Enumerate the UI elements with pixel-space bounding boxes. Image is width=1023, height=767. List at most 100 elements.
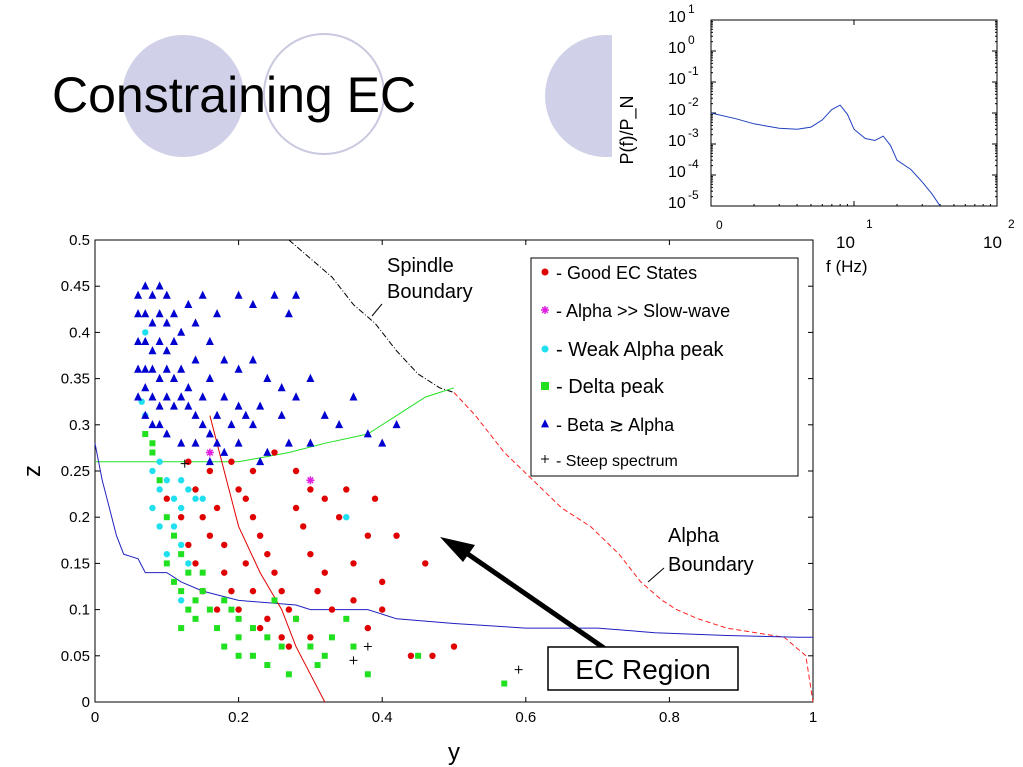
point-triangle [191,438,200,447]
point-triangle [162,318,171,327]
point-triangle [155,373,164,382]
inset-x-tick-exponent: 0 [716,218,723,232]
y-tick-label: 0.45 [61,278,90,295]
alpha-label-word2: Boundary [668,554,754,576]
legend-marker-triangle [541,419,549,428]
point-triangle [248,420,257,429]
y-tick-label: 0.05 [61,648,90,665]
legend-entry-label: - Delta peak [556,376,665,398]
point-triangle [284,438,293,447]
inset-y-tick-exponent: -5 [688,188,699,202]
point-triangle [155,281,164,290]
point-triangle [162,290,171,299]
point-circle [206,467,214,475]
ec-region-arrow [440,537,606,651]
point-square [228,606,235,613]
legend-marker-circle [541,268,549,276]
point-triangle [141,309,150,318]
point-triangle [148,420,157,429]
point-triangle [220,392,229,401]
point-circle [264,550,271,558]
point-circle [422,560,429,567]
legend-box [530,257,799,477]
point-triangle [162,429,171,438]
point-triangle [256,401,265,410]
point-circle [213,606,221,613]
point-square [185,569,192,576]
point-triangle [141,336,150,345]
point-triangle [263,447,272,456]
point-triangle [248,355,257,364]
point-circle [163,495,170,502]
inset-y-tick-exponent: -2 [688,95,699,109]
point-circle [407,652,415,659]
legend-marker-square [541,382,549,390]
point-circle [307,634,314,641]
x-axis-label: y [448,739,460,766]
y-tick-label: 0.35 [61,371,90,388]
point-circle [343,486,350,493]
inset-y-tick-label: 10 [668,71,686,88]
point-triangle [141,383,150,392]
boundary-spindle [288,239,455,393]
point-circle [393,532,400,539]
point-square [307,643,314,650]
point-triangle [141,410,150,419]
point-circle [300,523,307,530]
point-square [278,643,285,650]
point-square [328,634,335,641]
point-circle [213,504,221,512]
point-circle [271,449,278,456]
point-triangle [169,373,178,382]
inset-y-tick-exponent: -3 [688,126,699,140]
point-circle [163,477,170,484]
point-square [170,578,177,585]
point-triangle [335,420,344,429]
x-tick-label: 0 [91,709,99,726]
point-triangle [378,438,387,447]
point-circle [177,514,185,521]
point-triangle [148,364,157,373]
decor-circle-filled [122,35,244,157]
point-square [192,615,199,622]
point-plus [514,665,523,674]
point-triangle [198,392,207,401]
point-circle [343,514,350,521]
point-square [163,514,170,521]
ec-region-label: EC Region [575,654,710,685]
inset-x-tick-label: 10 [983,233,1002,252]
point-square [264,634,271,641]
point-square [501,680,508,687]
point-triangle [191,355,200,364]
alpha-boundary-label: Alpha Boundary [668,525,754,576]
legend-marker-circle [541,345,549,353]
point-triangle [277,410,286,419]
point-square [149,440,156,447]
point-circle [185,541,192,549]
point-square [415,652,422,659]
point-triangle [227,420,236,429]
axis-ticks: 0 0.2 0.4 0.6 0.8 1 0 0.05 0.1 0.15 0.2 0.25 0.3 0.35… [61,232,817,726]
point-triangle [184,383,193,392]
point-circle [364,532,372,539]
point-circle [149,504,156,512]
point-circle [249,587,257,595]
point-square [285,671,292,678]
point-triangle [234,290,243,299]
spindle-boundary-label: Spindle Boundary [387,255,473,303]
legend-marker-plus [541,455,549,463]
point-triangle [220,447,229,456]
point-circle [185,560,192,567]
point-triangle [169,336,178,345]
ec-region-box [547,646,739,691]
inset-y-tick-label: 10 [668,195,686,212]
point-square [170,532,177,539]
point-triangle [234,364,243,373]
point-triangle [155,336,164,345]
point-circle [350,560,357,567]
point-circle [379,606,386,613]
point-square [235,615,242,622]
point-triangle [177,392,186,401]
boundary-blue-lower [94,443,813,638]
point-triangle [213,309,222,318]
